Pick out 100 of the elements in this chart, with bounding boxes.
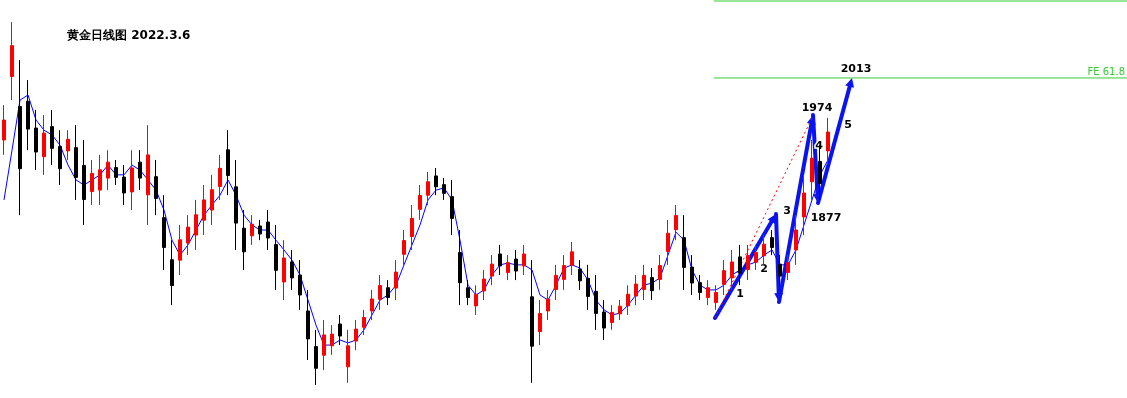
candlestick	[170, 239, 174, 306]
candlestick	[578, 259, 582, 291]
candlestick	[634, 274, 638, 306]
candlestick	[690, 254, 694, 296]
candlestick	[418, 184, 422, 221]
annotation: 1974	[801, 101, 833, 114]
candlestick	[714, 284, 718, 311]
candlestick	[546, 289, 550, 321]
candlestick	[658, 254, 662, 291]
candlestick	[274, 224, 278, 291]
candlestick	[570, 241, 574, 276]
candlestick	[178, 224, 182, 276]
text: 黄金日线图 2022.3.6	[66, 28, 191, 42]
candlestick	[50, 109, 54, 166]
candlestick	[202, 184, 206, 236]
candlestick	[18, 59, 22, 216]
candlestick	[450, 179, 454, 236]
candlestick	[810, 139, 814, 201]
candlestick	[754, 244, 758, 271]
candlestick	[82, 139, 86, 226]
candlestick	[258, 219, 262, 241]
candlestick	[802, 174, 806, 236]
candlestick	[442, 177, 446, 201]
candlestick	[722, 259, 726, 296]
candlestick	[426, 171, 430, 206]
candlestick	[410, 204, 414, 251]
candlestick	[34, 109, 38, 171]
candlestick	[154, 159, 158, 216]
candlestick	[386, 279, 390, 306]
candlestick	[362, 309, 366, 336]
candlestick	[266, 209, 270, 251]
candlestick	[490, 254, 494, 286]
candlestick	[338, 314, 342, 346]
candlestick	[370, 289, 374, 321]
annotation: 1	[736, 287, 744, 300]
candlestick	[394, 259, 398, 301]
candlestick	[98, 154, 102, 206]
candlestick	[74, 124, 78, 201]
candlestick	[514, 249, 518, 281]
candlestick	[826, 117, 830, 166]
candlestick	[2, 104, 6, 156]
candlestick	[738, 244, 742, 286]
candlestick	[138, 149, 142, 191]
candlestick	[250, 214, 254, 246]
candlestick	[298, 259, 302, 311]
candlestick	[26, 79, 30, 151]
candlestick	[458, 229, 462, 306]
candlestick	[114, 159, 118, 186]
candlestick	[290, 249, 294, 291]
candlestick	[314, 329, 318, 386]
candlestick	[554, 264, 558, 301]
candlestick	[730, 249, 734, 291]
candlestick	[282, 239, 286, 301]
candlestick	[186, 214, 190, 256]
candlestick	[122, 164, 126, 206]
candlestick	[498, 244, 502, 276]
candlestick	[66, 129, 70, 161]
candlestick	[162, 194, 166, 271]
candlestick	[770, 229, 774, 256]
candlestick	[242, 209, 246, 271]
candlestick	[506, 254, 510, 281]
candlestick	[330, 324, 334, 356]
candlestick	[666, 219, 670, 266]
candlestick	[354, 319, 358, 351]
candlestick	[594, 274, 598, 331]
candlestick	[650, 267, 654, 301]
candlestick	[538, 299, 542, 346]
candlestick	[106, 149, 110, 191]
candlestick	[794, 214, 798, 266]
candlestick	[786, 254, 790, 281]
candlestick	[90, 159, 94, 206]
candlestick	[706, 279, 710, 306]
candlestick	[746, 244, 750, 281]
text: 5	[844, 118, 852, 131]
candlestick	[474, 284, 478, 316]
candlestick	[610, 304, 614, 331]
annotation: 3	[783, 204, 791, 217]
candlestick	[218, 154, 222, 201]
candlestick	[762, 234, 766, 266]
candlestick	[234, 159, 238, 251]
candlestick	[194, 199, 198, 251]
candlestick	[58, 129, 62, 186]
candlestick	[674, 204, 678, 241]
candlestick	[682, 214, 686, 291]
candlestick	[466, 279, 470, 306]
candlestick	[586, 264, 590, 311]
candlestick	[482, 269, 486, 301]
text: 2013	[840, 62, 872, 75]
candlestick	[210, 174, 214, 226]
ref-line-label: FE 61.8	[1087, 65, 1125, 77]
candlestick	[434, 167, 438, 196]
candlestick	[562, 254, 566, 291]
candlestick	[146, 124, 150, 226]
candlestick	[130, 149, 134, 211]
candlestick	[10, 21, 14, 101]
candlestick	[306, 289, 310, 361]
candlestick	[226, 129, 230, 196]
candlestick	[522, 244, 526, 276]
candlestick	[642, 264, 646, 301]
candlestick	[42, 114, 46, 176]
